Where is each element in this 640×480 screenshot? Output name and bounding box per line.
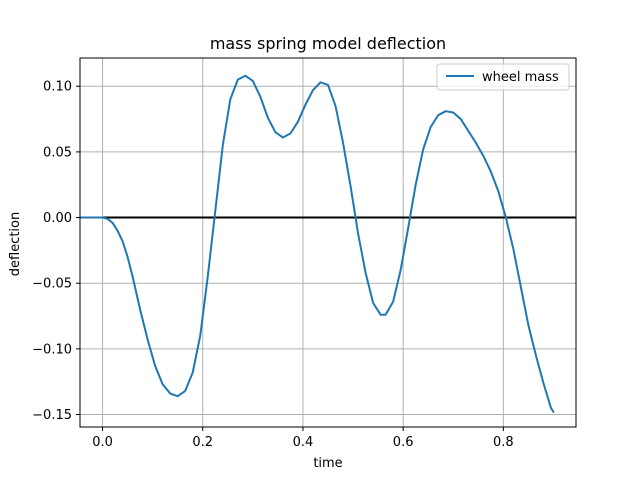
legend-box (436, 63, 570, 91)
y-tick-label: 0.05 (43, 145, 72, 160)
y-axis-ticks: −0.15 −0.10 −0.05 0.00 0.05 0.10 (32, 80, 80, 423)
x-tick-label: 0.4 (293, 435, 314, 450)
y-tick-label: −0.10 (32, 342, 72, 357)
x-axis-label: time (313, 456, 342, 471)
legend-label-wheel-mass: wheel mass (482, 70, 559, 85)
plot-area-frame (79, 57, 577, 428)
x-tick-label: 0.2 (192, 435, 213, 450)
y-tick-label: 0.10 (43, 80, 72, 95)
series-line-wheel-mass (79, 74, 555, 413)
legend: wheel mass (436, 63, 570, 91)
x-axis-ticks: 0.0 0.2 0.4 0.6 0.8 (92, 427, 514, 450)
y-tick-label: −0.15 (32, 408, 72, 423)
x-tick-label: 0.6 (393, 435, 414, 450)
x-tick-label: 0.8 (493, 435, 514, 450)
series-layer (79, 74, 555, 413)
y-tick-label: 0.00 (43, 211, 72, 226)
chart-title: mass spring model deflection (210, 34, 446, 53)
y-axis-label: deflection (8, 212, 23, 277)
x-tick-label: 0.0 (92, 435, 113, 450)
y-tick-label: −0.05 (32, 277, 72, 292)
